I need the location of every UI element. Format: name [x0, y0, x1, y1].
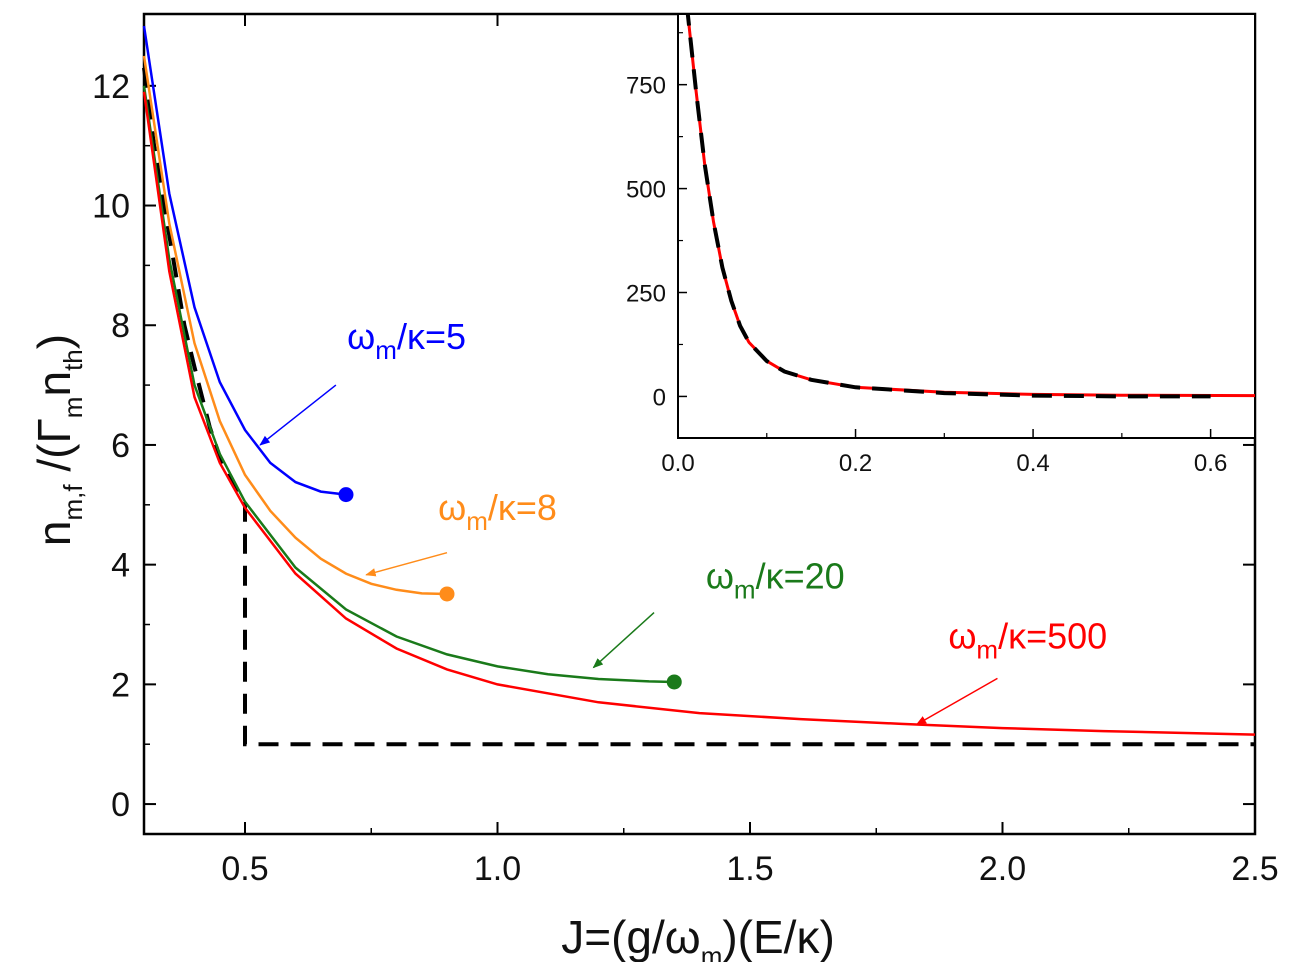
series-line-500 — [142, 91, 1256, 736]
y-axis-label-mid-sub: m — [58, 397, 88, 419]
annotation-label-8: ωm/κ=8 — [438, 487, 557, 536]
y-tick-label: 0 — [111, 786, 130, 824]
series-endpoint-20 — [666, 674, 682, 690]
y-tick-label: 10 — [92, 188, 130, 226]
x-tick-label: 1.0 — [474, 850, 521, 888]
series-endpoint-5 — [338, 487, 354, 503]
y-axis-label-post: n — [28, 371, 80, 397]
inset-dashed-line — [685, 14, 1211, 399]
y-axis-label-end: ) — [28, 334, 80, 349]
x-tick-label: 2.0 — [979, 850, 1026, 888]
x-axis-label-suffix: )(E/κ) — [722, 911, 834, 962]
x-axis-label-prefix: J=(g/ — [561, 911, 665, 962]
inset-y-tick-label: 750 — [626, 73, 666, 100]
annotation-label-500: ωm/κ=500 — [948, 615, 1107, 664]
x-tick-label: 1.5 — [726, 850, 773, 888]
inset-x-tick-label: 0.4 — [1016, 450, 1049, 477]
main-plot: 0.5 1.0 1.5 2.0 2.5 0 2 4 6 8 10 12 ωm/κ=5 ωm/κ=8 ωm/κ… — [92, 12, 1279, 888]
y-axis-label: nm,f /(Γmnth) — [28, 334, 88, 546]
inset-y-tick-label: 500 — [626, 177, 666, 204]
y-axis-label-post-sub: th — [58, 349, 88, 371]
x-axis-label-sub: m — [701, 941, 723, 962]
series-line-8 — [142, 55, 448, 596]
y-tick-label: 6 — [111, 427, 130, 465]
x-tick-label: 2.5 — [1231, 850, 1278, 888]
y-axis-label-pre-sub: m,f — [58, 484, 88, 521]
annotation-arrow-20 — [592, 611, 655, 669]
y-axis-label-pre: n — [28, 521, 80, 547]
inset-plot: 0.0 0.2 0.4 0.6 0 250 500 750 — [626, 13, 1256, 477]
x-tick-label: 0.5 — [221, 850, 268, 888]
y-tick-label: 12 — [92, 68, 130, 106]
x-axis-label: J=(g/ωm)(E/κ) — [561, 911, 835, 962]
annotation-arrow-500 — [915, 677, 998, 726]
y-tick-label: 4 — [111, 547, 130, 585]
x-axis-label-omega: ω — [665, 911, 701, 962]
inset-lines — [685, 14, 1255, 399]
y-tick-label: 8 — [111, 307, 130, 345]
annotation-label-20: ωm/κ=20 — [706, 556, 845, 605]
inset-y-tick-label: 250 — [626, 281, 666, 308]
series-line-20 — [142, 85, 675, 684]
y-axis-label-mid: /(Γ — [28, 418, 80, 484]
inset-frame — [677, 13, 1256, 439]
inset-x-tick-label: 0.2 — [839, 450, 872, 477]
annotation-arrow-5 — [259, 384, 337, 446]
series-endpoint-8 — [439, 586, 455, 602]
inset-x-tick-label: 0.6 — [1194, 450, 1227, 477]
inset-y-tick-label: 0 — [653, 384, 666, 411]
inset-x-tick-label: 0.0 — [661, 450, 694, 477]
annotation-label-5: ωm/κ=5 — [347, 316, 466, 365]
series-line-5 — [142, 25, 347, 496]
y-tick-label: 2 — [111, 666, 130, 704]
annotation-arrow-8 — [365, 551, 448, 577]
